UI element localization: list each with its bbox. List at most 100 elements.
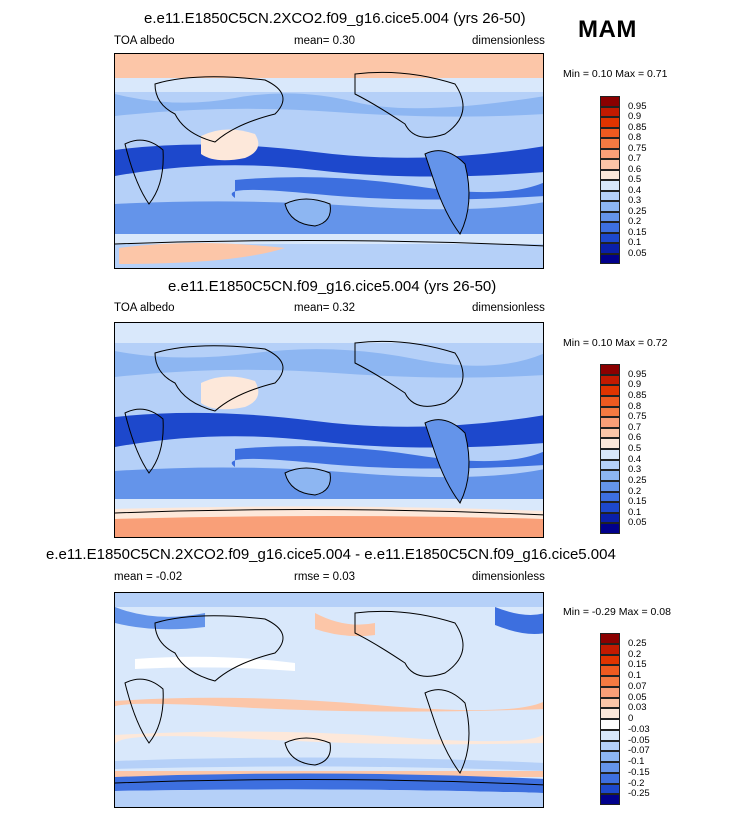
colorbar-tick-label: 0.9 xyxy=(628,379,642,391)
panel-2-units-label: dimensionless xyxy=(472,302,545,314)
colorbar-tick-label: 0.25 xyxy=(628,637,647,649)
panel-2-colorbar: 0.95 0.9 0.85 0.8 0.75 0.7 0.6 0.5 0.4 0.3 0.25 0.2… xyxy=(600,364,680,534)
colorbar-swatch xyxy=(600,697,620,709)
colorbar-tick-label: 0.2 xyxy=(628,216,642,227)
colorbar-swatch xyxy=(600,449,620,460)
panel-1-minmax: Min = 0.10 Max = 0.71 xyxy=(563,68,668,80)
colorbar-tick-label: 0.75 xyxy=(628,142,647,154)
colorbar-tick-label: -0.03 xyxy=(628,723,650,735)
colorbar-swatch xyxy=(600,417,620,428)
colorbar-tick-label: 0.15 xyxy=(628,659,647,671)
colorbar-swatch xyxy=(600,512,620,524)
panel-1-colorbar: 0.95 0.9 0.85 0.8 0.75 0.7 0.6 0.5 0.4 0.3 0.25 0.2… xyxy=(600,96,680,264)
colorbar-swatch xyxy=(600,686,620,698)
colorbar-swatch xyxy=(600,740,620,752)
panel-1-units-label: dimensionless xyxy=(472,35,545,47)
colorbar-swatch xyxy=(600,117,620,128)
colorbar-tick-label: 0.7 xyxy=(628,421,642,433)
panel-1-variable-label: TOA albedo xyxy=(114,35,175,47)
colorbar-swatch xyxy=(600,794,620,805)
colorbar-swatch xyxy=(600,729,620,741)
colorbar-swatch xyxy=(600,243,620,254)
colorbar-tick-label: 0.4 xyxy=(628,184,642,196)
colorbar-swatch xyxy=(600,385,620,396)
colorbar-swatch xyxy=(600,106,620,117)
colorbar-swatch xyxy=(600,438,620,449)
colorbar-swatch xyxy=(600,654,620,666)
colorbar-tick-label: -0.15 xyxy=(628,766,650,778)
panel-3-colorbar: 0.25 0.2 0.15 0.1 0.07 0.05 0.03 0 -0.03 -0.05 -0.… xyxy=(600,633,680,805)
panel-2-title: e.e11.E1850C5CN.f09_g16.cice5.004 (yrs 2… xyxy=(168,278,497,295)
colorbar-tick-label: 0 xyxy=(628,713,634,724)
colorbar-swatch xyxy=(600,491,620,503)
colorbar-tick-label: 0.07 xyxy=(628,680,647,692)
panel-3-minmax: Min = -0.29 Max = 0.08 xyxy=(563,606,671,618)
colorbar-swatch xyxy=(600,772,620,784)
colorbar-tick-label: 0.15 xyxy=(628,226,647,238)
colorbar-swatch xyxy=(600,762,620,773)
colorbar-tick-label: 0.85 xyxy=(628,121,647,133)
colorbar-tick-label: 0.2 xyxy=(628,485,642,497)
colorbar-swatch xyxy=(600,96,620,107)
colorbar-tick-label: -0.05 xyxy=(628,734,650,746)
colorbar-tick-label: 0.95 xyxy=(628,100,647,112)
colorbar-swatch xyxy=(600,708,620,719)
colorbar-tick-label: -0.2 xyxy=(628,777,645,789)
colorbar-tick-label: 0.9 xyxy=(628,111,642,122)
colorbar-swatch xyxy=(600,633,620,644)
colorbar-tick-label: 0.85 xyxy=(628,389,647,401)
colorbar-swatch xyxy=(600,470,620,481)
colorbar-swatch xyxy=(600,643,620,655)
colorbar-swatch xyxy=(600,374,620,386)
colorbar-swatch xyxy=(600,211,620,222)
colorbar-tick-label: 0.8 xyxy=(628,400,642,412)
colorbar-tick-label: 0.25 xyxy=(628,474,647,486)
season-label: MAM xyxy=(578,16,637,43)
colorbar-swatch xyxy=(600,253,620,264)
colorbar-tick-label: 0.3 xyxy=(628,195,642,206)
colorbar-tick-label: 0.8 xyxy=(628,132,642,143)
colorbar-tick-label: 0.2 xyxy=(628,648,642,660)
colorbar-swatch xyxy=(600,427,620,439)
colorbar-swatch xyxy=(600,148,620,159)
panel-1-map xyxy=(114,53,544,269)
colorbar-swatch xyxy=(600,180,620,191)
colorbar-swatch xyxy=(600,665,620,676)
colorbar-swatch xyxy=(600,201,620,212)
colorbar-swatch xyxy=(600,480,620,492)
colorbar-tick-label: 0.1 xyxy=(628,237,642,248)
panel-2-minmax: Min = 0.10 Max = 0.72 xyxy=(563,337,668,349)
colorbar-swatch xyxy=(600,502,620,513)
panel-3-map xyxy=(114,592,544,808)
colorbar-swatch xyxy=(600,459,620,471)
colorbar-swatch xyxy=(600,127,620,138)
panel-3-units-label: dimensionless xyxy=(472,571,545,583)
colorbar-swatch xyxy=(600,190,620,201)
colorbar-swatch xyxy=(600,222,620,233)
colorbar-tick-label: 0.05 xyxy=(628,517,647,529)
colorbar-swatch xyxy=(600,138,620,149)
colorbar-tick-label: 0.05 xyxy=(628,691,647,703)
colorbar-tick-label: 0.05 xyxy=(628,247,647,259)
panel-1-mean-label: mean= 0.30 xyxy=(294,35,356,47)
colorbar-tick-label: 0.1 xyxy=(628,506,642,518)
panel-2-mean-label: mean= 0.32 xyxy=(294,302,356,314)
colorbar-swatch xyxy=(600,719,620,730)
colorbar-tick-label: 0.03 xyxy=(628,702,647,714)
colorbar-swatch xyxy=(600,169,620,180)
colorbar-tick-label: 0.5 xyxy=(628,443,642,454)
colorbar-swatch xyxy=(600,523,620,534)
colorbar-tick-label: 0.6 xyxy=(628,163,642,175)
colorbar-swatch xyxy=(600,159,620,170)
colorbar-swatch xyxy=(600,751,620,762)
colorbar-swatch xyxy=(600,232,620,243)
colorbar-tick-label: 0.1 xyxy=(628,670,642,681)
panel-3-title: e.e11.E1850C5CN.2XCO2.f09_g16.cice5.004 … xyxy=(46,546,616,563)
colorbar-tick-label: 0.15 xyxy=(628,496,647,508)
colorbar-swatch xyxy=(600,406,620,418)
colorbar-swatch xyxy=(600,783,620,795)
panel-2-map xyxy=(114,322,544,538)
panel-1-title: e.e11.E1850C5CN.2XCO2.f09_g16.cice5.004 … xyxy=(144,10,526,27)
colorbar-tick-label: -0.07 xyxy=(628,745,650,757)
colorbar-tick-label: 0.25 xyxy=(628,205,647,217)
